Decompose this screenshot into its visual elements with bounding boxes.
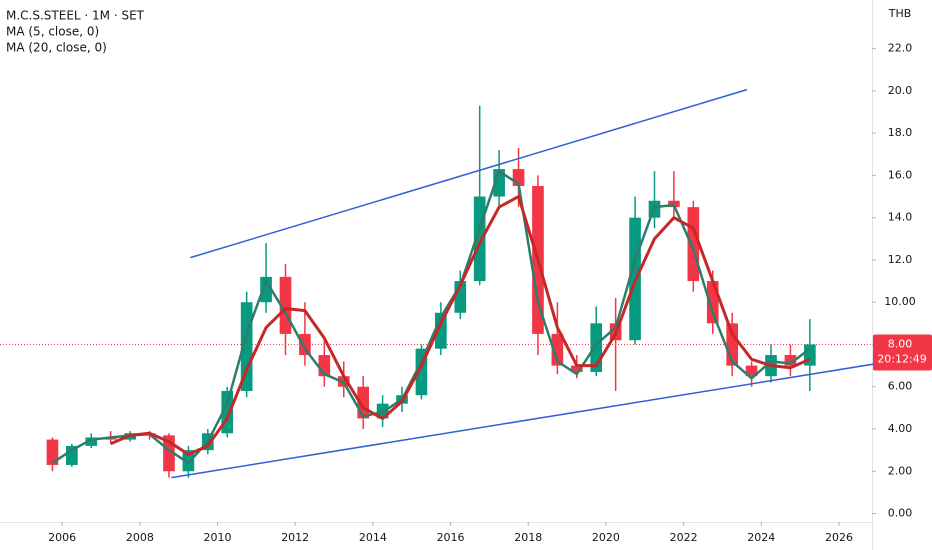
candle-body [726, 323, 738, 366]
x-tick-label: 2020 [592, 531, 620, 544]
x-tick-label: 2018 [514, 531, 542, 544]
candle-body [318, 355, 331, 377]
x-tick-label: 2022 [670, 531, 698, 544]
x-tick-label: 2006 [48, 531, 76, 544]
currency: THB [888, 7, 912, 20]
last-price-box [873, 334, 932, 371]
legend-entry: MA (5, close, 0) [6, 25, 99, 39]
moving-average-line [51, 169, 811, 465]
candle-body [706, 281, 719, 324]
y-tick-label: 12.0 [888, 253, 913, 266]
y-tick-label: 14.0 [888, 211, 913, 224]
candle-body [415, 348, 428, 396]
candle-body [240, 302, 253, 391]
candle-body [66, 445, 78, 465]
candle-body [493, 169, 505, 197]
candle-body [260, 276, 272, 303]
candle-body [473, 196, 486, 282]
legend-entry: MA (20, close, 0) [6, 41, 107, 55]
x-tick-label: 2024 [747, 531, 775, 544]
chart-title: M.C.S.STEEL · 1M · SET [6, 9, 145, 23]
y-tick-label: 6.00 [888, 380, 913, 393]
candle-body [163, 435, 175, 472]
candle-body [512, 169, 525, 186]
candle-body [590, 323, 603, 372]
candle-body [435, 312, 447, 349]
y-tick-label: 4.00 [888, 422, 913, 435]
y-tick-label: 2.00 [888, 464, 913, 477]
candle-body [182, 450, 195, 472]
candle-body [745, 365, 758, 377]
y-tick-label: 18.0 [888, 126, 913, 139]
x-tick-label: 2016 [437, 531, 465, 544]
candle-body [784, 355, 797, 366]
x-tick-label: 2012 [281, 531, 309, 544]
x-tick-label: 2026 [825, 531, 853, 544]
candle-body [551, 333, 564, 366]
candle-body [85, 437, 98, 446]
candle-body [279, 276, 292, 334]
candle-body [357, 386, 369, 419]
y-tick-label: 10.00 [884, 295, 916, 308]
candle-body [299, 333, 311, 356]
trend-line [190, 88, 748, 259]
last-price-label: 8.00 [888, 337, 913, 350]
y-tick-label: 0.00 [888, 507, 913, 520]
candle-body [454, 281, 467, 313]
y-tick-label: 16.0 [888, 168, 913, 181]
y-tick-label: 20.0 [888, 84, 913, 97]
moving-average-line [110, 195, 811, 456]
x-tick-label: 2010 [204, 531, 232, 544]
trend-line [171, 353, 932, 479]
candle-body [221, 390, 234, 434]
x-tick-label: 2014 [359, 531, 387, 544]
y-tick-label: 22.0 [888, 42, 913, 55]
candle-body [570, 365, 583, 372]
candle-body [46, 439, 59, 465]
candle-body [804, 344, 816, 366]
x-tick-label: 2008 [126, 531, 154, 544]
countdown: 20:12:49 [877, 352, 926, 365]
candle-body [687, 207, 700, 282]
